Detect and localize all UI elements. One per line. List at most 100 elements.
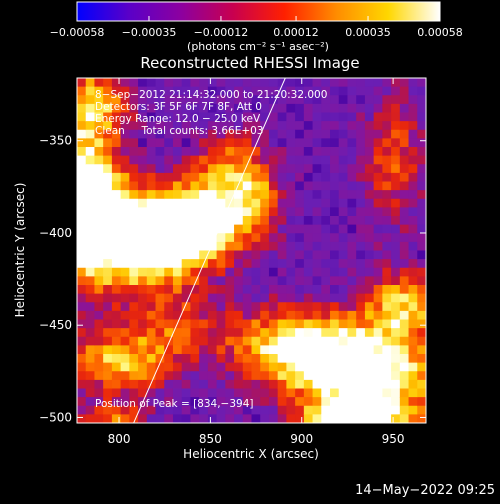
heatmap-cell [356, 207, 366, 217]
heatmap-cell [330, 319, 340, 329]
heatmap-cell [312, 345, 322, 355]
heatmap-cell [382, 95, 392, 105]
heatmap-cell [391, 224, 401, 234]
heatmap-cell [277, 371, 287, 381]
heatmap-cell [225, 336, 235, 346]
heatmap-cell [268, 138, 279, 148]
heatmap-cell [199, 138, 209, 148]
heatmap-cell [199, 345, 209, 355]
heatmap-cell [164, 354, 174, 364]
heatmap-cell [260, 138, 270, 148]
heatmap-cell [234, 78, 244, 88]
heatmap-cell [103, 414, 113, 423]
heatmap-cell [138, 112, 148, 122]
heatmap-cell [164, 276, 174, 286]
heatmap-cell [356, 155, 366, 165]
heatmap-cell [225, 216, 235, 226]
heatmap-cell [356, 198, 366, 208]
heatmap-cell [181, 172, 192, 183]
heatmap-cell [364, 121, 375, 131]
heatmap-cell [251, 354, 261, 364]
heatmap-cell [391, 147, 401, 157]
heatmap-cell [312, 414, 322, 423]
heatmap-cell [268, 233, 279, 243]
heatmap-cell [295, 405, 305, 415]
heatmap-cell [111, 78, 122, 88]
heatmap-cell [364, 164, 375, 174]
heatmap-cell [356, 293, 366, 303]
heatmap-cell [295, 371, 305, 381]
heatmap-cell [295, 164, 305, 174]
heatmap-cell [94, 95, 104, 105]
heatmap-cell [155, 164, 165, 174]
heatmap-cell [138, 95, 148, 105]
heatmap-cell [268, 129, 279, 139]
heatmap-cell [111, 371, 122, 381]
heatmap-cell [207, 181, 218, 191]
heatmap-cell [417, 95, 426, 105]
heatmap-cell [146, 121, 157, 131]
heatmap-cell [155, 310, 165, 321]
x-tick-label: 950 [382, 432, 405, 446]
heatmap-cell [391, 86, 401, 96]
heatmap-cell [330, 155, 340, 165]
heatmap-cell [155, 155, 165, 165]
heatmap-cell [364, 181, 375, 191]
heatmap-cell [225, 181, 235, 191]
heatmap-cell [399, 86, 410, 96]
heatmap-cell [321, 112, 331, 122]
heatmap-cell [268, 112, 279, 122]
heatmap-cell [172, 198, 183, 208]
heatmap-cell [408, 302, 418, 312]
heatmap-cell [234, 155, 244, 165]
heatmap-cell [172, 267, 183, 277]
heatmap-cell [330, 86, 340, 96]
heatmap-cell [164, 371, 174, 381]
heatmap-cell [85, 293, 96, 303]
heatmap-cell [417, 336, 426, 346]
heatmap-cell [417, 362, 426, 372]
heatmap-cell [120, 216, 130, 226]
heatmap-cell [146, 302, 157, 312]
heatmap-cell [277, 86, 287, 96]
heatmap-cell [190, 95, 200, 105]
heatmap-cell [408, 86, 418, 96]
heatmap-cell [234, 379, 244, 390]
heatmap-cell [146, 95, 157, 105]
heatmap-cell [303, 181, 314, 191]
heatmap-cell [120, 147, 130, 157]
heatmap-cell [408, 293, 418, 303]
heatmap-cell [312, 129, 322, 139]
heatmap-cell [382, 181, 392, 191]
heatmap-cell [181, 86, 192, 96]
heatmap-cell [408, 172, 418, 183]
heatmap-cell [216, 129, 226, 139]
heatmap-cell [103, 388, 113, 398]
heatmap-cell [277, 95, 287, 105]
heatmap-cell [303, 336, 314, 346]
heatmap-cell [347, 190, 357, 200]
heatmap-cell [277, 78, 287, 88]
heatmap-cell [312, 147, 322, 157]
heatmap-cell [111, 310, 122, 321]
heatmap-cell [190, 293, 200, 303]
heatmap-cell [373, 293, 383, 303]
heatmap-cell [216, 267, 226, 277]
heatmap-cell [155, 190, 165, 200]
colorbar-bar [77, 2, 440, 21]
heatmap-cell [330, 250, 340, 260]
heatmap-cell [146, 319, 157, 329]
heatmap-cell [251, 164, 261, 174]
heatmap-cell [399, 388, 410, 398]
heatmap-cell [181, 112, 192, 122]
heatmap-cell [382, 293, 392, 303]
heatmap-cell [138, 405, 148, 415]
heatmap-cell [120, 172, 130, 183]
heatmap-cell [199, 388, 209, 398]
heatmap-cell [199, 336, 209, 346]
heatmap-cell [207, 345, 218, 355]
y-tick-label: −400 [39, 226, 72, 240]
heatmap-cell [103, 328, 113, 338]
heatmap-cell [216, 362, 226, 372]
heatmap-cell [356, 371, 366, 381]
